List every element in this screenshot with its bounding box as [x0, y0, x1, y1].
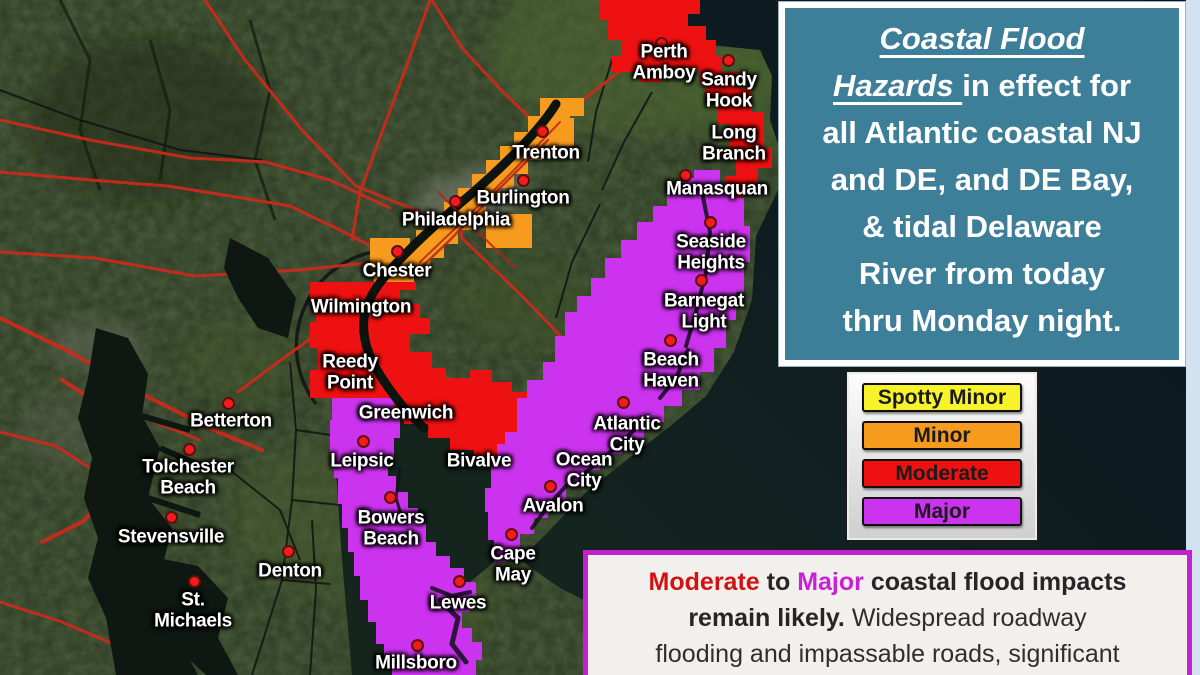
- impact-alert-box: Moderate to Major coastal flood impacts …: [583, 550, 1192, 675]
- callout-body-line: thru Monday night.: [842, 303, 1122, 338]
- legend-item-major: Major: [862, 497, 1022, 526]
- alert-text: remain likely.: [688, 604, 845, 632]
- legend-item-moderate: Moderate: [862, 459, 1022, 488]
- alert-word-major: Major: [797, 568, 864, 596]
- alert-text: Widespread roadway: [844, 604, 1087, 632]
- alert-text: to: [759, 568, 798, 596]
- river-channels: [359, 99, 713, 665]
- alert-text: flooding and impassable roads, significa…: [655, 640, 1120, 668]
- page-background-strip: [1186, 0, 1200, 675]
- callout-title-line2: Hazards in effect for: [832, 68, 1132, 103]
- callout-body-line: and DE, and DE Bay,: [830, 162, 1134, 197]
- legend-item-minor: Minor: [862, 421, 1022, 450]
- callout-body-line: & tidal Delaware: [862, 209, 1102, 244]
- alert-word-moderate: Moderate: [648, 568, 760, 596]
- callout-body-line: River from today: [858, 256, 1106, 291]
- callout-body-line: all Atlantic coastal NJ: [822, 115, 1142, 150]
- flood-severity-legend: Spotty Minor Minor Moderate Major: [845, 370, 1039, 542]
- alert-text: coastal flood impacts: [863, 568, 1127, 596]
- callout-title-line1: Coastal Flood: [879, 21, 1085, 56]
- coastal-flood-callout: Coastal Flood Hazards in effect for all …: [779, 2, 1185, 366]
- legend-item-spotty-minor: Spotty Minor: [862, 383, 1022, 412]
